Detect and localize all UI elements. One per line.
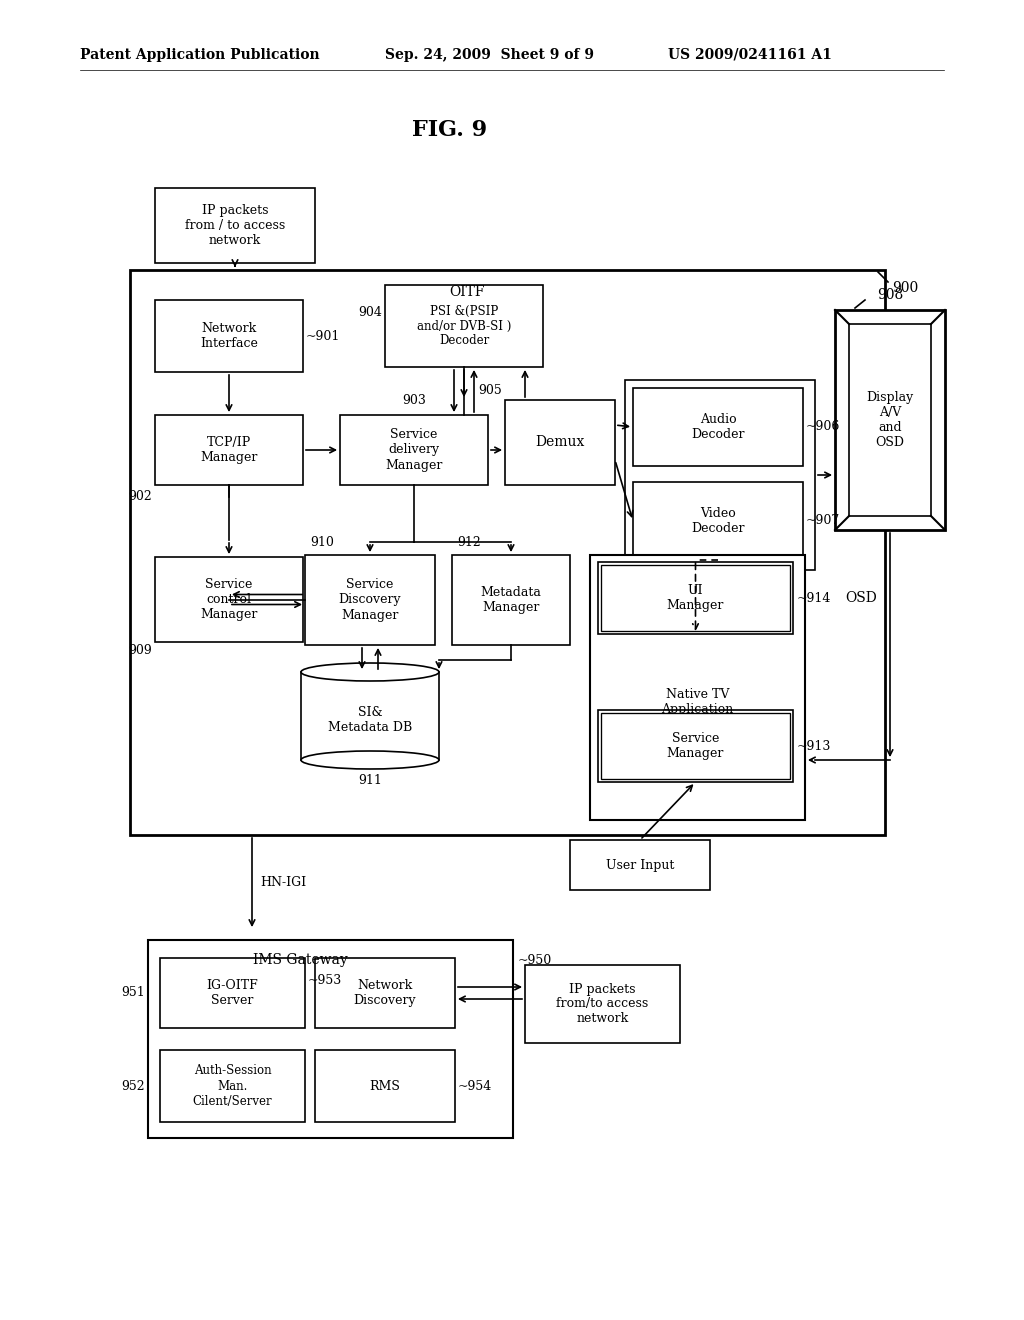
Text: 904: 904 [358, 306, 382, 319]
Bar [340, 414, 488, 484]
Text: IMS Gateway: IMS Gateway [253, 953, 348, 968]
Bar [148, 940, 513, 1138]
Text: Video
Decoder: Video Decoder [691, 507, 744, 535]
Text: ~901: ~901 [306, 330, 340, 342]
Text: 911: 911 [358, 774, 382, 787]
Text: Service
Manager: Service Manager [667, 733, 724, 760]
Text: IG-OITF
Server: IG-OITF Server [207, 979, 258, 1007]
Text: ~913: ~913 [797, 739, 831, 752]
Text: 905: 905 [478, 384, 502, 396]
Text: ~953: ~953 [308, 974, 342, 987]
Text: UI
Manager: UI Manager [667, 583, 724, 612]
Text: Auth-Session
Man.
Cilent/Server: Auth-Session Man. Cilent/Server [193, 1064, 272, 1107]
Text: Metadata
Manager: Metadata Manager [480, 586, 542, 614]
Text: SI&
Metadata DB: SI& Metadata DB [328, 706, 412, 734]
Text: OSD: OSD [845, 591, 877, 605]
Text: Service
Discovery
Manager: Service Discovery Manager [339, 578, 401, 622]
Text: 900: 900 [892, 281, 919, 294]
Text: ~950: ~950 [518, 953, 552, 966]
Bar [385, 285, 543, 367]
Text: 902: 902 [128, 491, 152, 503]
Bar [305, 554, 435, 645]
Text: OITF: OITF [450, 285, 485, 300]
Text: IP packets
from/to access
network: IP packets from/to access network [556, 982, 648, 1026]
Bar [301, 672, 439, 760]
Text: Network
Interface: Network Interface [200, 322, 258, 350]
Bar [160, 958, 305, 1028]
Bar [590, 554, 805, 820]
Text: ~954: ~954 [458, 1080, 493, 1093]
Text: User Input: User Input [606, 858, 674, 871]
Bar [849, 323, 931, 516]
Text: 903: 903 [402, 395, 426, 408]
Bar [155, 414, 303, 484]
Bar [130, 271, 885, 836]
Ellipse shape [301, 663, 439, 681]
Bar [525, 965, 680, 1043]
Text: US 2009/0241161 A1: US 2009/0241161 A1 [668, 48, 831, 62]
Ellipse shape [301, 751, 439, 770]
Text: ~914: ~914 [797, 591, 831, 605]
Text: Service
delivery
Manager: Service delivery Manager [385, 429, 442, 471]
Bar [315, 958, 455, 1028]
Text: FIG. 9: FIG. 9 [413, 119, 487, 141]
Text: ~907: ~907 [806, 515, 841, 528]
Text: PSI &(PSIP
and/or DVB-SI )
Decoder: PSI &(PSIP and/or DVB-SI ) Decoder [417, 305, 511, 347]
Bar [633, 482, 803, 560]
Text: Display
A/V
and
OSD: Display A/V and OSD [866, 391, 913, 449]
Bar [505, 400, 615, 484]
Text: 952: 952 [122, 1080, 145, 1093]
Bar [601, 565, 790, 631]
Text: Sep. 24, 2009  Sheet 9 of 9: Sep. 24, 2009 Sheet 9 of 9 [385, 48, 594, 62]
Text: Demux: Demux [536, 436, 585, 450]
Bar [570, 840, 710, 890]
Bar [601, 713, 790, 779]
Bar [452, 554, 570, 645]
Bar [598, 562, 793, 634]
Text: 910: 910 [310, 536, 334, 549]
Text: TCP/IP
Manager: TCP/IP Manager [201, 436, 258, 465]
Text: 912: 912 [457, 536, 480, 549]
Bar [155, 300, 303, 372]
Text: Service
control
Manager: Service control Manager [201, 578, 258, 620]
Text: Patent Application Publication: Patent Application Publication [80, 48, 319, 62]
Text: Audio
Decoder: Audio Decoder [691, 413, 744, 441]
Text: Native TV
Application
Manager: Native TV Application Manager [662, 689, 733, 731]
Text: 951: 951 [121, 986, 145, 999]
Bar [155, 187, 315, 263]
Text: Network
Discovery: Network Discovery [353, 979, 417, 1007]
Bar [155, 557, 303, 642]
Bar [598, 710, 793, 781]
Bar [633, 388, 803, 466]
Text: RMS: RMS [370, 1080, 400, 1093]
Bar [160, 1049, 305, 1122]
Text: HN-IGI: HN-IGI [260, 876, 306, 890]
Bar [315, 1049, 455, 1122]
Text: ~906: ~906 [806, 421, 841, 433]
Text: IP packets
from / to access
network: IP packets from / to access network [185, 205, 285, 247]
Bar [625, 380, 815, 570]
Text: 908: 908 [877, 288, 903, 302]
Text: 909: 909 [128, 644, 152, 656]
Bar [835, 310, 945, 531]
